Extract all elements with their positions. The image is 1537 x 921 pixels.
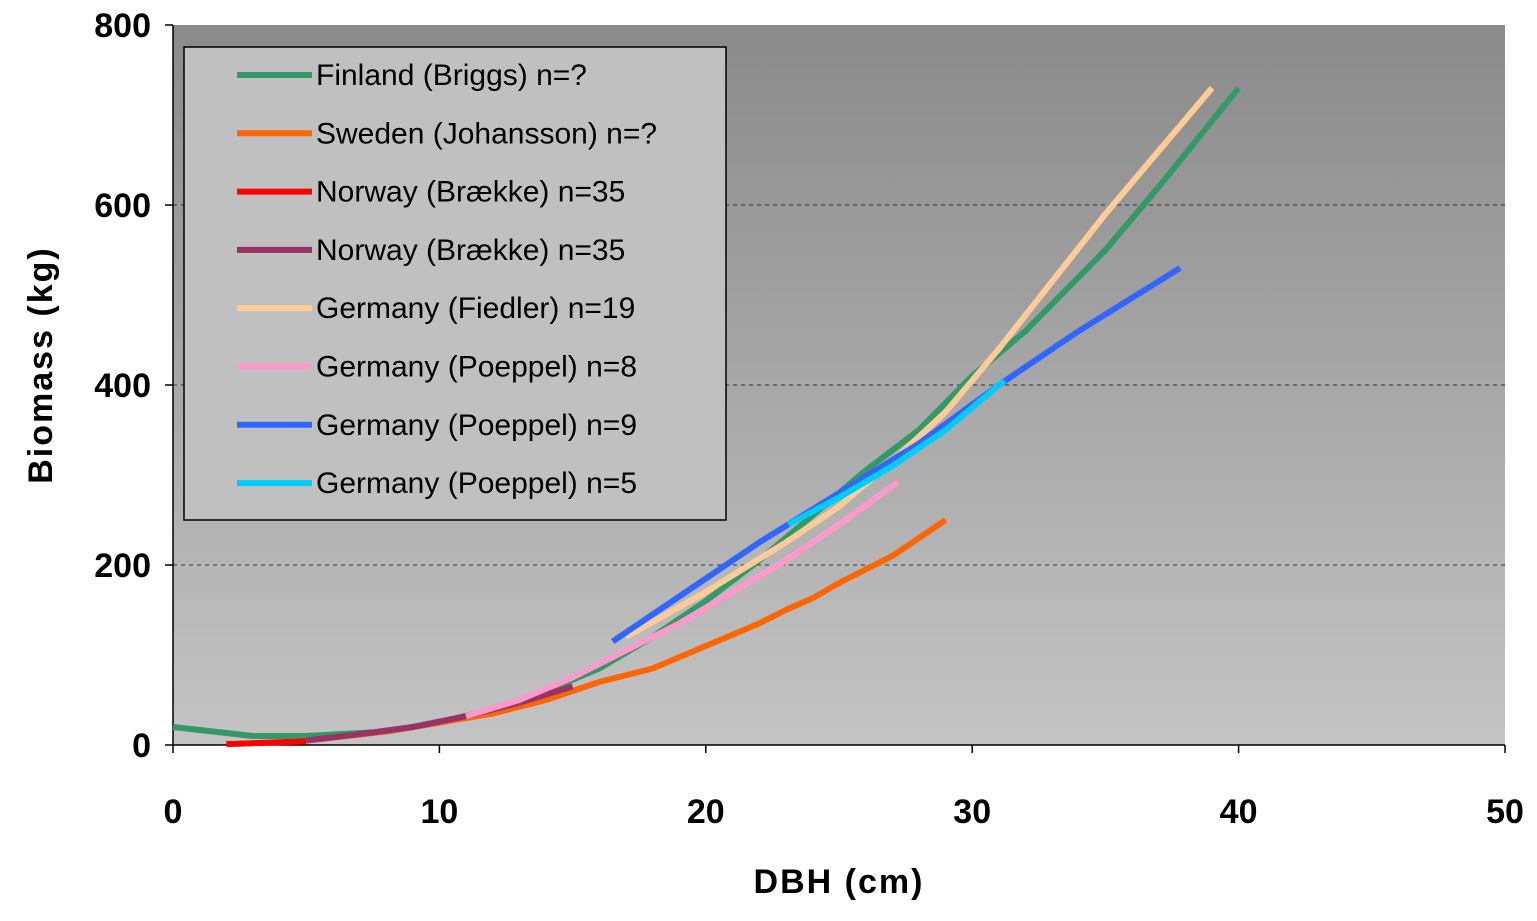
x-tick-label: 0 [164, 793, 183, 831]
legend-label-6: Germany (Poeppel) n=8 [316, 351, 637, 384]
x-tick-label: 10 [420, 793, 458, 831]
series-line-6 [465, 479, 900, 720]
legend-label-3: Norway (Brække) n=35 [316, 176, 625, 209]
y-tick-label: 200 [94, 547, 151, 585]
series-line-3 [226, 738, 307, 748]
y-tick-label: 600 [94, 187, 151, 225]
gridlines [173, 204, 1505, 566]
y-tick-label: 0 [132, 727, 151, 765]
x-axis-title: DBH (cm) [754, 863, 925, 901]
x-tick-label: 50 [1486, 793, 1524, 831]
tick-labels: 0 200 400 600 800 0 10 20 30 40 50 [94, 7, 1524, 831]
series-line-8 [786, 378, 1007, 528]
series-line-7 [610, 265, 1182, 644]
legend-box [183, 46, 727, 521]
series-lines [172, 86, 1241, 748]
y-tick-label: 400 [94, 367, 151, 405]
legend-label-2: Sweden (Johansson) n=? [316, 117, 657, 150]
x-tick-label: 20 [687, 793, 725, 831]
series-line-5 [624, 86, 1215, 640]
legend-label-5: Germany (Fiedler) n=19 [316, 292, 635, 325]
series-line-4 [305, 683, 574, 744]
legend-label-8: Germany (Poeppel) n=5 [316, 467, 637, 500]
legend: Finland (Briggs) n=? Sweden (Johansson) n… [183, 46, 727, 521]
y-axis-title: Biomass (kg) [22, 246, 60, 484]
x-tick-label: 40 [1220, 793, 1258, 831]
legend-label-7: Germany (Poeppel) n=9 [316, 409, 637, 442]
y-tick-label: 800 [94, 7, 151, 45]
legend-label-4: Norway (Brække) n=35 [316, 234, 625, 267]
legend-label-1: Finland (Briggs) n=? [316, 59, 587, 92]
axes [165, 24, 1506, 753]
x-tick-label: 30 [953, 793, 991, 831]
